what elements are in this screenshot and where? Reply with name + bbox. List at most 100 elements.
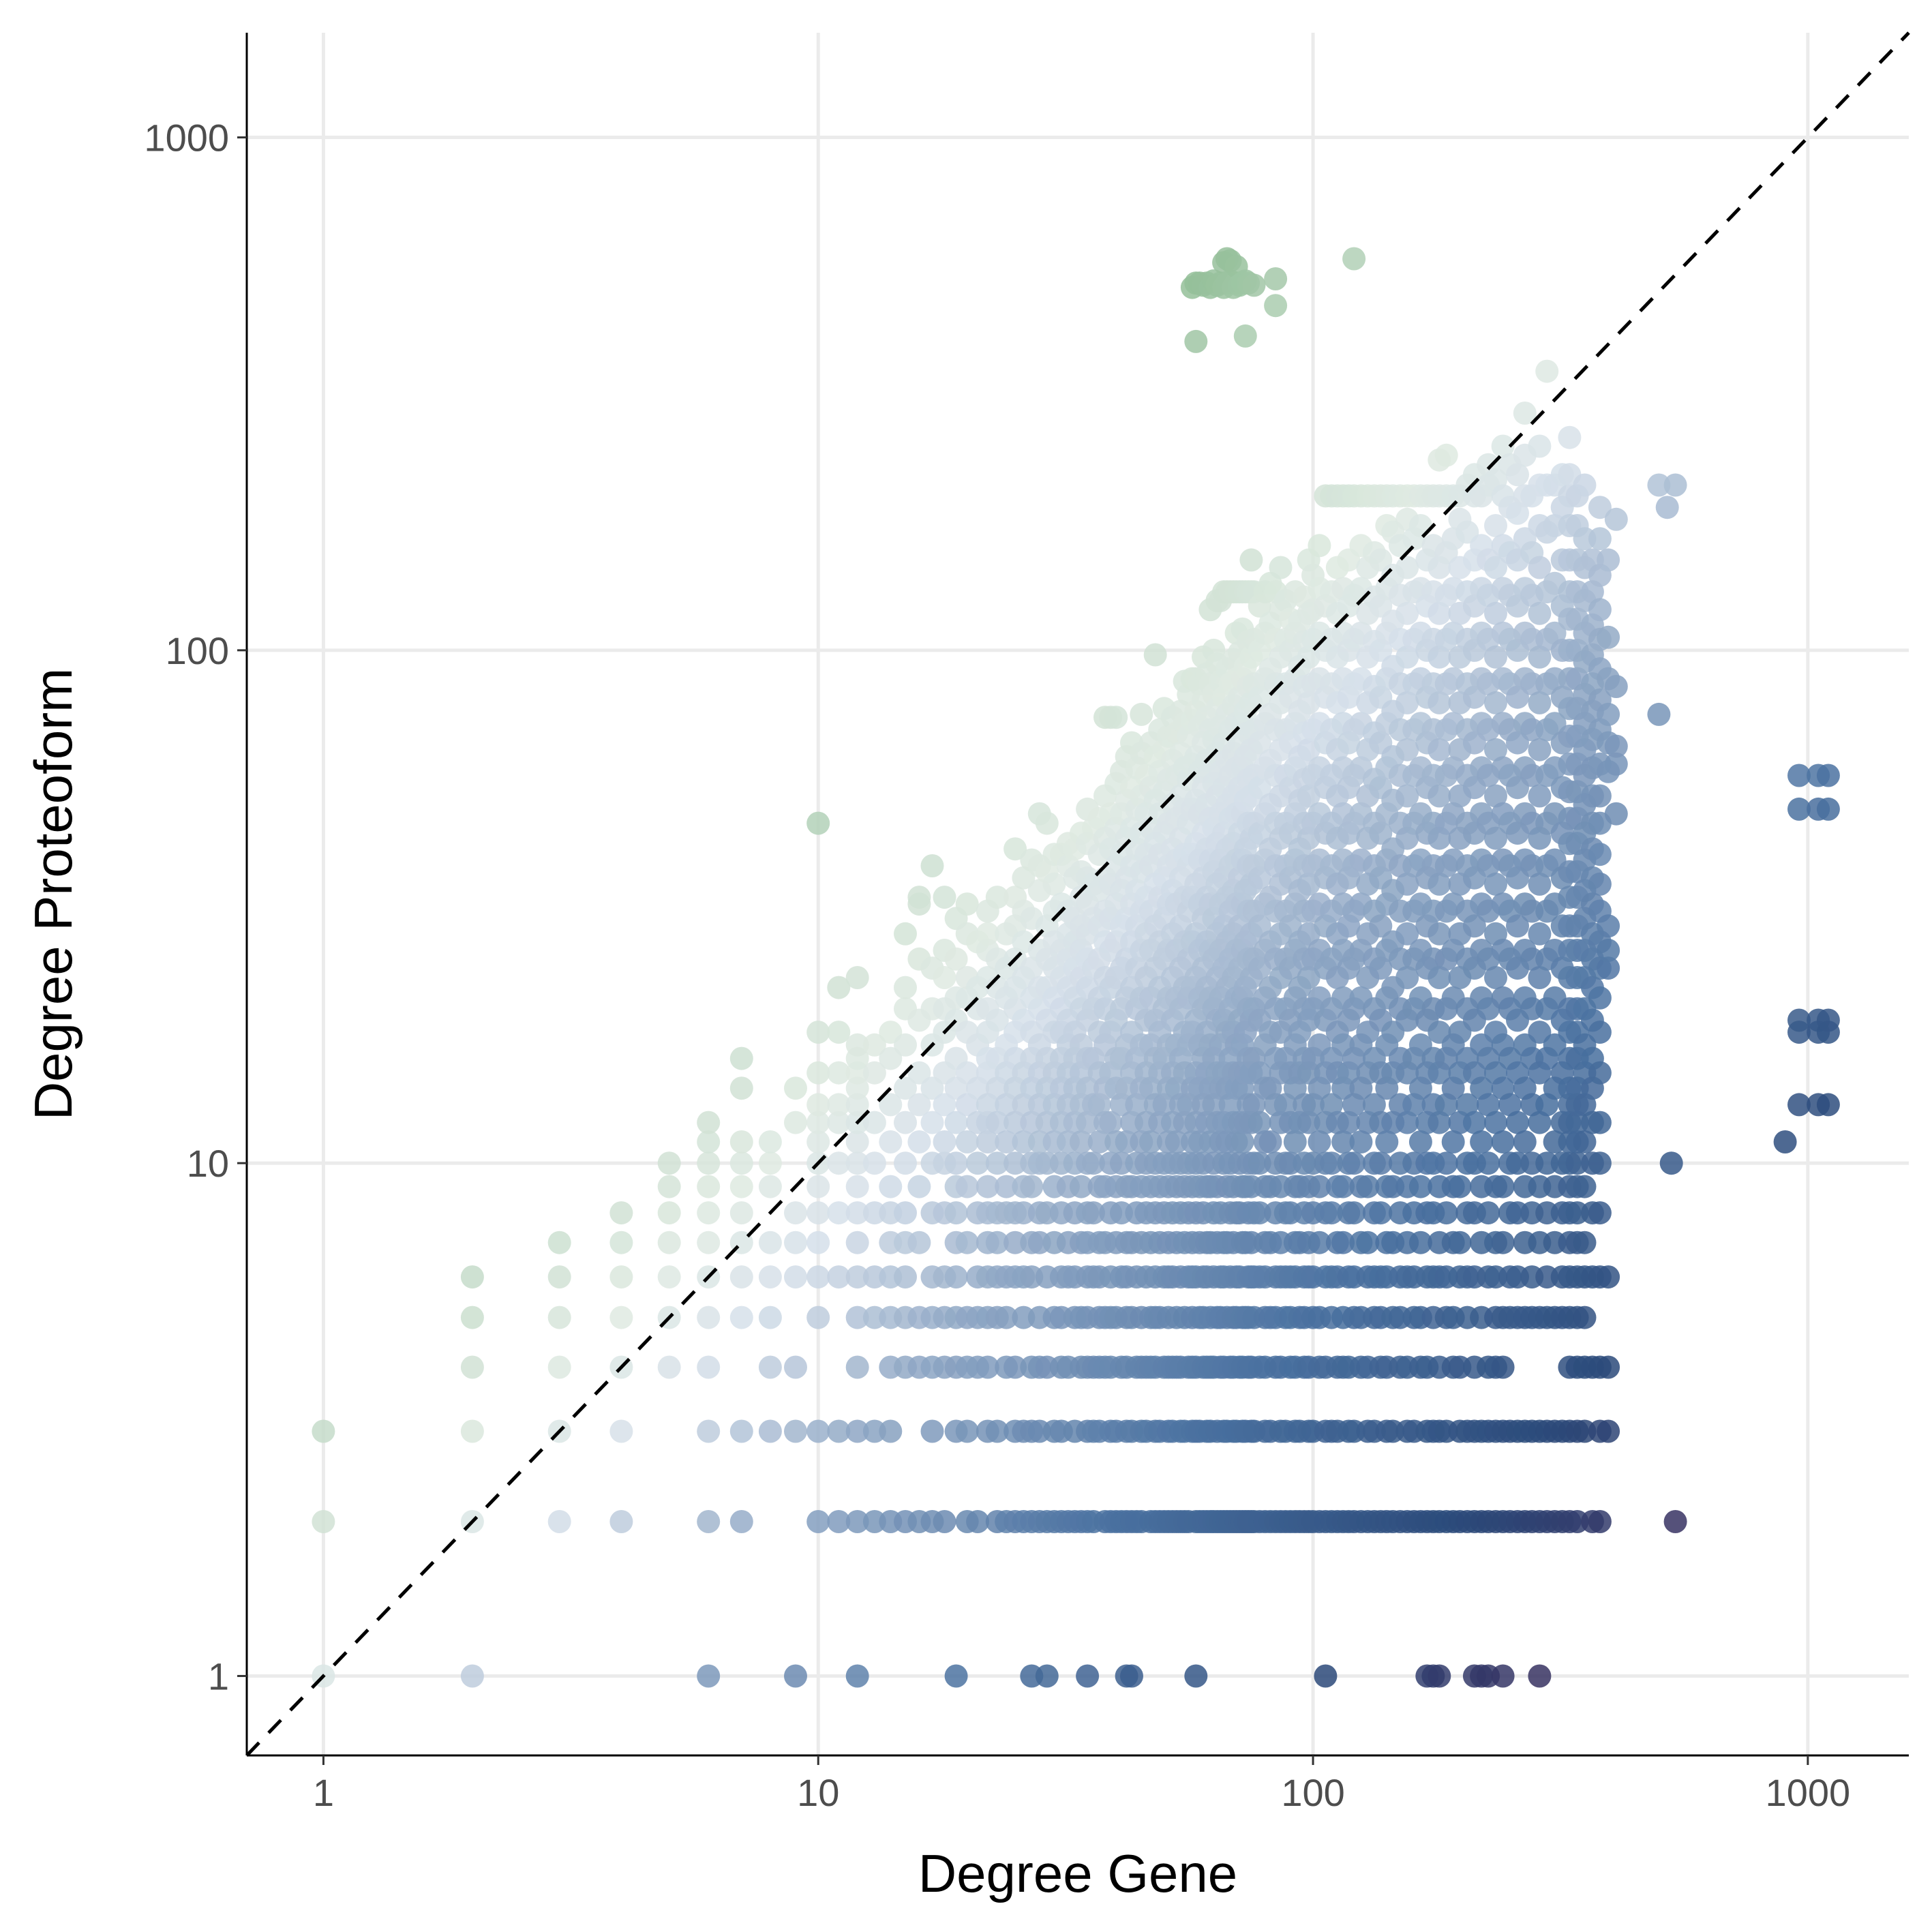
data-point (1434, 1151, 1458, 1175)
data-point (944, 1201, 968, 1225)
data-point (1342, 1201, 1366, 1225)
data-point (827, 976, 851, 999)
data-point (1588, 872, 1612, 896)
data-point (1597, 1265, 1620, 1289)
data-point (1428, 601, 1451, 625)
data-point (879, 1046, 903, 1070)
data-point (862, 1033, 886, 1057)
data-point (976, 922, 999, 946)
data-point (1573, 473, 1597, 497)
data-point (1655, 496, 1679, 519)
data-point (1408, 1130, 1432, 1153)
data-point (1233, 324, 1257, 348)
data-point (1787, 764, 1811, 787)
data-point (729, 1076, 753, 1100)
data-point (1484, 514, 1507, 537)
data-point (1528, 966, 1552, 989)
data-point (1248, 776, 1271, 800)
data-point (1597, 1419, 1620, 1443)
data-point (1558, 425, 1582, 449)
data-point (845, 1664, 869, 1688)
data-point (1082, 1201, 1105, 1225)
data-point (806, 1201, 830, 1225)
data-point (894, 1033, 917, 1057)
data-point (845, 1265, 869, 1289)
data-point (1308, 534, 1331, 558)
data-point (729, 1265, 753, 1289)
data-point (1597, 939, 1620, 962)
data-point (1597, 914, 1620, 938)
data-point (657, 1265, 681, 1289)
data-point (1573, 1305, 1597, 1329)
data-point (1139, 1130, 1162, 1153)
data-point (697, 1419, 721, 1443)
data-point (1528, 1111, 1552, 1134)
data-point (827, 1151, 851, 1175)
data-point (547, 1510, 571, 1533)
data-point (845, 1130, 869, 1153)
data-point (879, 1130, 903, 1153)
x-tick-label: 100 (1281, 1771, 1344, 1814)
data-point (1491, 1130, 1515, 1153)
data-point (1506, 501, 1529, 525)
data-point (845, 1033, 869, 1057)
data-point (1506, 1111, 1529, 1134)
data-point (609, 1510, 633, 1533)
data-point (1528, 645, 1552, 669)
data-point (758, 1355, 782, 1379)
data-point (1297, 966, 1320, 989)
data-point (784, 1664, 807, 1688)
data-point (547, 1355, 571, 1379)
data-point (729, 1130, 753, 1153)
data-point (1484, 556, 1507, 579)
data-point (985, 1231, 1009, 1254)
data-point (1395, 922, 1419, 946)
x-tick-label: 10 (797, 1771, 839, 1814)
data-point (894, 922, 917, 946)
data-point (1297, 1111, 1320, 1134)
data-point (697, 1231, 721, 1254)
data-point (845, 966, 869, 989)
data-point (1012, 1201, 1036, 1225)
data-point (312, 1510, 335, 1533)
data-point (995, 1305, 1018, 1329)
data-point (1428, 645, 1451, 669)
data-point (1588, 527, 1612, 551)
data-point (1012, 1130, 1036, 1153)
data-point (547, 1231, 571, 1254)
data-point (697, 1305, 721, 1329)
data-point (907, 1093, 931, 1117)
data-point (879, 1175, 903, 1198)
data-point (845, 1201, 869, 1225)
data-point (1035, 811, 1059, 835)
data-point (729, 1201, 753, 1225)
y-tick-label: 1000 (144, 117, 229, 160)
data-point (1242, 273, 1266, 297)
data-point (806, 1130, 830, 1153)
y-tick-label: 100 (166, 629, 229, 672)
data-point (609, 1305, 633, 1329)
data-point (547, 1265, 571, 1289)
data-point (1395, 1111, 1419, 1134)
data-point (460, 1419, 484, 1443)
data-point (697, 1201, 721, 1225)
data-point (657, 1175, 681, 1198)
data-point (1573, 1175, 1597, 1198)
data-point (955, 892, 979, 916)
data-point (1491, 1175, 1515, 1198)
data-point (1082, 1151, 1105, 1175)
data-point (1239, 548, 1263, 572)
data-point (1308, 1231, 1331, 1254)
data-point (845, 1355, 869, 1379)
data-point (920, 1111, 944, 1134)
data-point (758, 1130, 782, 1153)
data-point (1604, 734, 1628, 758)
data-point (1647, 473, 1671, 497)
data-point (827, 1111, 851, 1134)
data-point (894, 1076, 917, 1100)
data-point (966, 1151, 990, 1175)
data-point (907, 1061, 931, 1085)
x-axis-title: Degree Gene (918, 1843, 1237, 1903)
data-point (758, 1305, 782, 1329)
